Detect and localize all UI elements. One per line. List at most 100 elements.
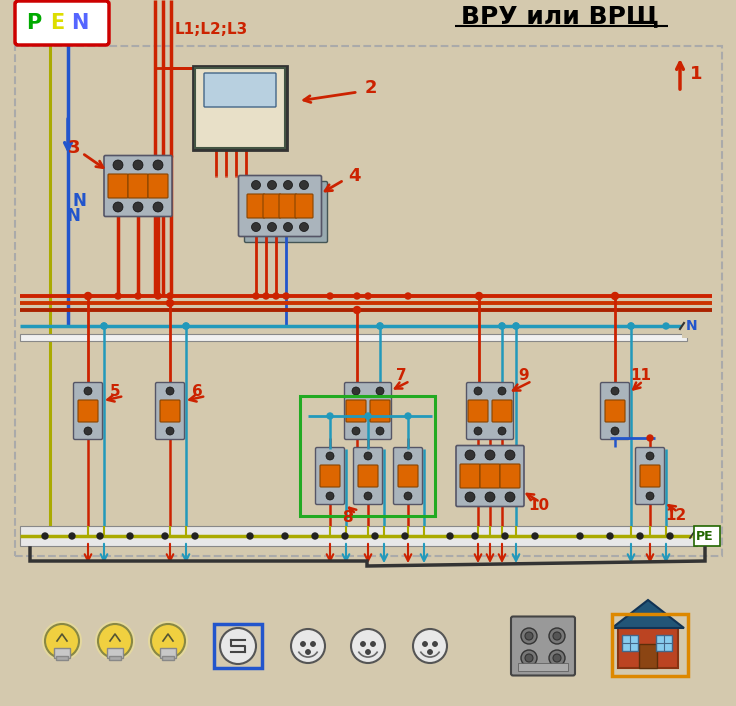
FancyBboxPatch shape [601,383,629,440]
Bar [682,314,720,338]
FancyBboxPatch shape [244,181,328,242]
Bar [622,635,638,651]
FancyBboxPatch shape [394,448,422,505]
Circle shape [447,533,453,539]
Circle shape [607,533,613,539]
Circle shape [472,533,478,539]
Circle shape [305,650,311,654]
Circle shape [148,621,188,661]
FancyBboxPatch shape [468,400,488,422]
Circle shape [628,323,634,329]
Circle shape [513,323,519,329]
Circle shape [166,299,174,306]
Circle shape [283,222,292,232]
Circle shape [326,492,334,500]
FancyBboxPatch shape [155,383,185,440]
Circle shape [135,293,141,299]
Circle shape [283,181,292,189]
Circle shape [220,628,256,664]
Circle shape [84,387,92,395]
Text: N: N [71,13,88,33]
FancyBboxPatch shape [480,464,500,488]
Circle shape [525,654,533,662]
FancyBboxPatch shape [456,445,524,506]
Bar [639,644,657,668]
Bar [300,396,435,516]
Circle shape [267,181,277,189]
Circle shape [267,222,277,232]
Circle shape [311,642,316,647]
Circle shape [342,533,348,539]
Text: 4: 4 [348,167,361,185]
Bar [214,624,262,668]
Circle shape [663,323,669,329]
Circle shape [433,642,437,647]
FancyBboxPatch shape [398,465,418,487]
Bar [20,526,697,546]
Circle shape [45,624,79,658]
FancyBboxPatch shape [78,400,98,422]
Circle shape [283,293,289,299]
Circle shape [476,293,482,299]
Bar [694,526,720,546]
Bar [20,334,687,341]
FancyBboxPatch shape [104,155,172,217]
Circle shape [667,533,673,539]
FancyBboxPatch shape [370,400,390,422]
Circle shape [485,492,495,502]
Circle shape [354,293,360,299]
Circle shape [612,292,618,299]
Text: 12: 12 [665,508,686,524]
Circle shape [166,427,174,435]
Circle shape [498,427,506,435]
Circle shape [365,413,371,419]
Circle shape [377,323,383,329]
FancyBboxPatch shape [635,448,665,505]
Circle shape [352,387,360,395]
Circle shape [327,413,333,419]
Circle shape [352,427,360,435]
Circle shape [166,387,174,395]
FancyBboxPatch shape [346,400,366,422]
FancyBboxPatch shape [74,383,102,440]
Circle shape [577,533,583,539]
Circle shape [327,293,333,299]
FancyBboxPatch shape [238,176,322,237]
FancyBboxPatch shape [344,383,392,440]
Circle shape [364,492,372,500]
Text: 7: 7 [396,369,406,383]
Circle shape [474,427,482,435]
Circle shape [263,293,269,299]
Text: 3: 3 [68,139,80,157]
FancyBboxPatch shape [511,616,575,676]
Circle shape [376,427,384,435]
FancyBboxPatch shape [128,174,148,198]
Circle shape [405,293,411,299]
Bar [160,648,176,658]
Circle shape [502,533,508,539]
Circle shape [365,293,371,299]
Circle shape [422,642,428,647]
Circle shape [353,306,361,313]
Circle shape [646,452,654,460]
Text: 10: 10 [528,498,549,513]
Text: 5: 5 [110,383,121,398]
Polygon shape [612,600,684,628]
FancyBboxPatch shape [358,465,378,487]
Circle shape [97,533,103,539]
Circle shape [505,492,515,502]
FancyBboxPatch shape [353,448,383,505]
Circle shape [312,533,318,539]
Circle shape [372,533,378,539]
FancyBboxPatch shape [500,464,520,488]
Circle shape [273,293,279,299]
Circle shape [253,293,259,299]
Circle shape [192,533,198,539]
Circle shape [525,632,533,640]
Circle shape [549,628,565,644]
Bar [618,628,678,668]
Circle shape [167,293,173,299]
Circle shape [413,629,447,663]
Circle shape [521,650,537,666]
Circle shape [42,533,48,539]
